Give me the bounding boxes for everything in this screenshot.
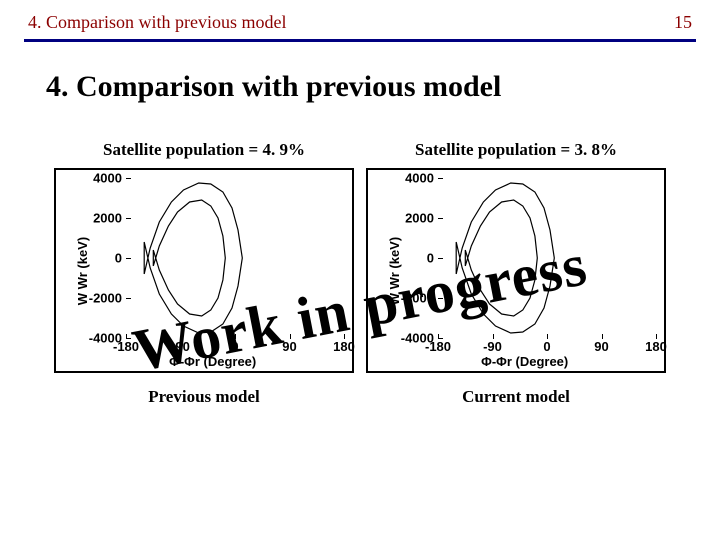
- x-tick-label: 90: [282, 339, 296, 354]
- left-chart-caption-top: Satellite population = 4. 9%: [103, 140, 305, 160]
- y-axis-label: W Wr (keV): [75, 236, 90, 304]
- y-tick-label: 0: [115, 251, 122, 266]
- right-chart-caption-top: Satellite population = 3. 8%: [415, 140, 617, 160]
- plot-area: [438, 178, 656, 338]
- y-tick-label: 0: [427, 251, 434, 266]
- y-tick-label: 2000: [405, 211, 434, 226]
- y-tick-label: 4000: [93, 171, 122, 186]
- left-chart: -4000-2000020004000-180-90090180W Wr (ke…: [54, 168, 354, 373]
- x-tick-label: 0: [543, 339, 550, 354]
- x-tick-label: -90: [483, 339, 502, 354]
- plot-area: [126, 178, 344, 338]
- x-tick-label: -180: [425, 339, 451, 354]
- x-tick-label: 180: [645, 339, 667, 354]
- page-number: 15: [674, 12, 692, 33]
- chart-col-left: Satellite population = 4. 9% -4000-20000…: [54, 140, 354, 407]
- right-chart-caption-bottom: Current model: [462, 387, 570, 407]
- x-axis-label: Φ-Φr (Degree): [169, 354, 256, 369]
- y-tick-label: 4000: [405, 171, 434, 186]
- charts-row: Satellite population = 4. 9% -4000-20000…: [0, 110, 720, 415]
- y-tick-label: -2000: [401, 291, 434, 306]
- main-title: 4. Comparison with previous model: [0, 42, 720, 110]
- slide-header: 4. Comparison with previous model 15: [0, 0, 720, 39]
- y-tick-label: -2000: [89, 291, 122, 306]
- x-tick-label: 180: [333, 339, 355, 354]
- x-axis-label: Φ-Φr (Degree): [481, 354, 568, 369]
- x-tick-label: 0: [231, 339, 238, 354]
- y-axis-label: W Wr (keV): [387, 236, 402, 304]
- x-tick-label: 90: [594, 339, 608, 354]
- right-chart: -4000-2000020004000-180-90090180W Wr (ke…: [366, 168, 666, 373]
- x-tick-label: -180: [113, 339, 139, 354]
- chart-col-right: Satellite population = 3. 8% -4000-20000…: [366, 140, 666, 407]
- y-tick-label: 2000: [93, 211, 122, 226]
- section-label: 4. Comparison with previous model: [28, 12, 286, 33]
- left-chart-caption-bottom: Previous model: [148, 387, 260, 407]
- x-tick-label: -90: [171, 339, 190, 354]
